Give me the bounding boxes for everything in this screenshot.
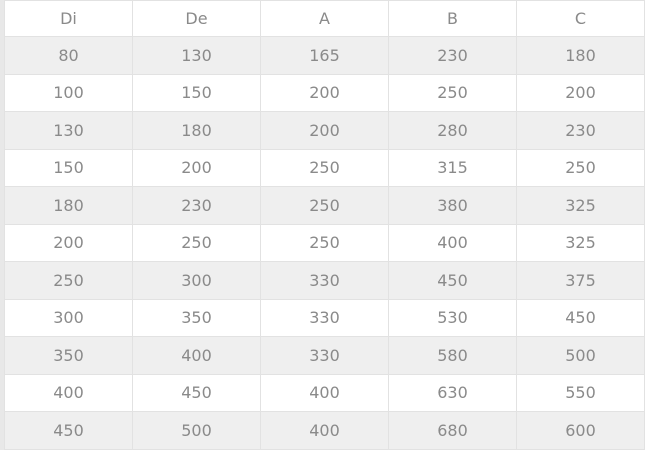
table-cell: 280 — [388, 111, 517, 150]
table-cell: 530 — [388, 298, 517, 337]
dimensions-table: Di De A B C 80 130 165 230 180 100 150 200 250 200 130… — [4, 0, 645, 450]
table-cell: 230 — [388, 36, 517, 75]
table-row: 350 400 330 580 500 — [4, 336, 645, 375]
column-header: De — [132, 0, 261, 37]
table-cell: 400 — [260, 373, 389, 412]
table-cell: 550 — [516, 373, 645, 412]
table-cell: 500 — [516, 336, 645, 375]
table-cell: 450 — [516, 298, 645, 337]
column-header: C — [516, 0, 645, 37]
table-cell: 150 — [132, 73, 261, 112]
table-cell: 450 — [4, 411, 133, 450]
header-row: Di De A B C — [4, 0, 645, 37]
table-cell: 200 — [260, 73, 389, 112]
table-cell: 400 — [4, 373, 133, 412]
table-cell: 500 — [132, 411, 261, 450]
table-cell: 350 — [4, 336, 133, 375]
table-cell: 250 — [4, 261, 133, 300]
table-cell: 300 — [132, 261, 261, 300]
table-cell: 250 — [516, 148, 645, 187]
table-cell: 200 — [132, 148, 261, 187]
table-cell: 400 — [388, 223, 517, 262]
table-cell: 315 — [388, 148, 517, 187]
table-row: 450 500 400 680 600 — [4, 411, 645, 450]
table-cell: 400 — [132, 336, 261, 375]
table-cell: 180 — [4, 186, 133, 225]
table-cell: 250 — [132, 223, 261, 262]
table-cell: 450 — [132, 373, 261, 412]
table-cell: 600 — [516, 411, 645, 450]
table-cell: 165 — [260, 36, 389, 75]
table-cell: 380 — [388, 186, 517, 225]
table-cell: 330 — [260, 336, 389, 375]
table-cell: 375 — [516, 261, 645, 300]
table-cell: 250 — [260, 223, 389, 262]
table-cell: 200 — [260, 111, 389, 150]
table-cell: 250 — [388, 73, 517, 112]
table-cell: 130 — [4, 111, 133, 150]
table-cell: 300 — [4, 298, 133, 337]
table-cell: 350 — [132, 298, 261, 337]
table-cell: 200 — [4, 223, 133, 262]
table-cell: 230 — [132, 186, 261, 225]
table-cell: 150 — [4, 148, 133, 187]
table-row: 400 450 400 630 550 — [4, 373, 645, 412]
table-cell: 200 — [516, 73, 645, 112]
table-cell: 630 — [388, 373, 517, 412]
table-cell: 180 — [132, 111, 261, 150]
table-cell: 330 — [260, 298, 389, 337]
table-cell: 325 — [516, 186, 645, 225]
table-cell: 230 — [516, 111, 645, 150]
table-cell: 400 — [260, 411, 389, 450]
table-cell: 250 — [260, 186, 389, 225]
table-cell: 250 — [260, 148, 389, 187]
column-header: B — [388, 0, 517, 37]
table-row: 250 300 330 450 375 — [4, 261, 645, 300]
column-header: A — [260, 0, 389, 37]
table-cell: 330 — [260, 261, 389, 300]
table-row: 150 200 250 315 250 — [4, 148, 645, 187]
column-header: Di — [4, 0, 133, 37]
table-row: 130 180 200 280 230 — [4, 111, 645, 150]
left-border — [0, 0, 4, 450]
table-cell: 580 — [388, 336, 517, 375]
table-cell: 680 — [388, 411, 517, 450]
table-cell: 130 — [132, 36, 261, 75]
table-cell: 180 — [516, 36, 645, 75]
table-row: 300 350 330 530 450 — [4, 298, 645, 337]
table-row: 200 250 250 400 325 — [4, 223, 645, 262]
table-row: 80 130 165 230 180 — [4, 36, 645, 75]
table-cell: 450 — [388, 261, 517, 300]
table-cell: 80 — [4, 36, 133, 75]
table-row: 180 230 250 380 325 — [4, 186, 645, 225]
table-cell: 100 — [4, 73, 133, 112]
table-cell: 325 — [516, 223, 645, 262]
table-row: 100 150 200 250 200 — [4, 73, 645, 112]
